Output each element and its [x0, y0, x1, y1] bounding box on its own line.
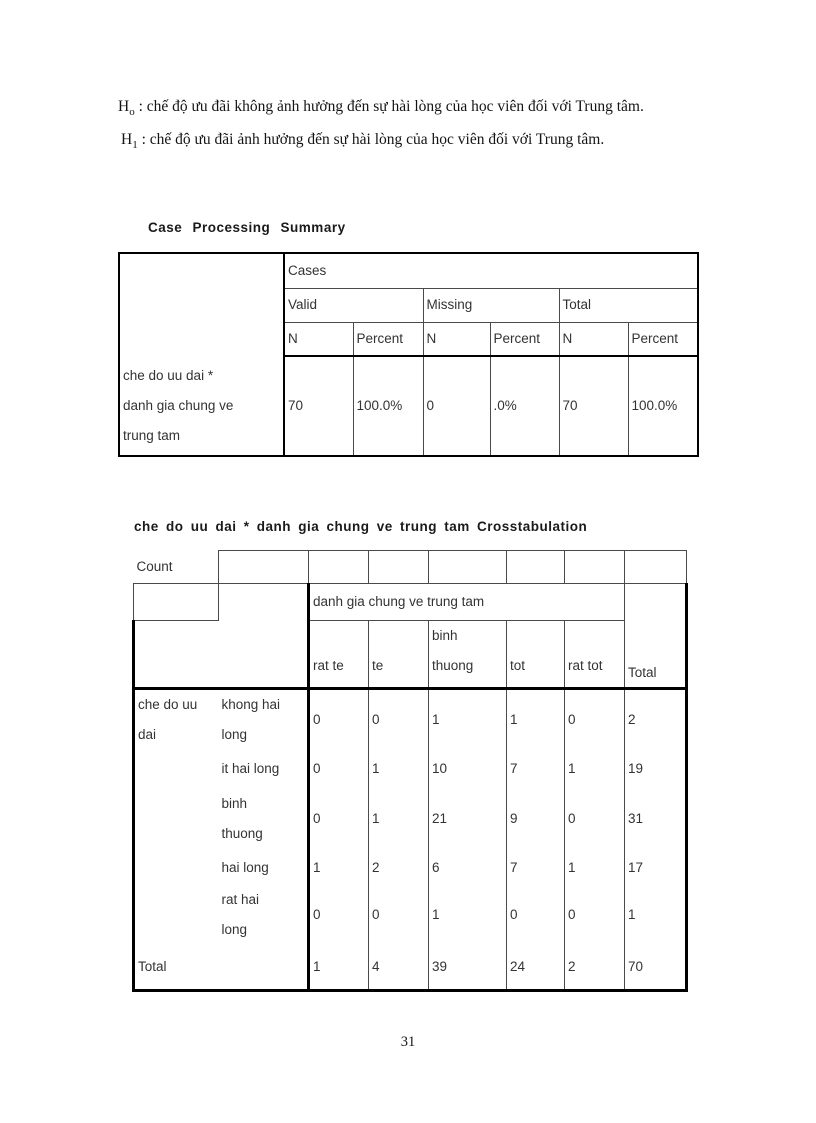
h1-subscript: 1 — [132, 139, 138, 152]
cases-header: Cases — [284, 252, 700, 289]
missing-header: Missing — [423, 288, 560, 323]
percent-header: Percent — [628, 322, 700, 357]
empty-stub-area — [132, 620, 309, 690]
crosstab-value-cell: 0 — [564, 787, 625, 850]
stub-empty-cell — [118, 252, 285, 356]
empty-cell — [564, 550, 625, 584]
total-column-header: Total — [624, 583, 688, 690]
col-header-rat-tot: rat tot — [564, 620, 625, 690]
row-label-it-hai-long: it hai long — [218, 750, 310, 787]
h1-symbol: H — [121, 131, 133, 148]
crosstab-value-cell: 7 — [506, 850, 565, 885]
empty-cell — [506, 550, 565, 584]
empty-cell — [218, 550, 309, 584]
crosstab-total-value-cell: 1 — [624, 885, 688, 945]
row-label-khong-hai-long: khong hai long — [218, 688, 310, 750]
h1-text: : chế độ ưu đãi ảnh hưởng đến sự hài lòn… — [137, 131, 605, 148]
n-header: N — [284, 322, 354, 357]
empty-cell — [428, 550, 507, 584]
percent-header: Percent — [490, 322, 560, 357]
crosstab-grand-total-cell: 70 — [624, 945, 688, 992]
empty-cell — [624, 550, 687, 584]
column-group-header: danh gia chung ve trung tam — [307, 583, 625, 621]
crosstab-value-cell: 1 — [564, 750, 625, 787]
hypothesis-h0: Ho : chế độ ưu đãi không ảnh hưởng đến s… — [118, 90, 688, 123]
crosstab-value-cell: 2 — [368, 850, 429, 885]
crosstab-value-cell: 6 — [428, 850, 507, 885]
total-header: Total — [559, 288, 700, 323]
crosstab-total-value-cell: 39 — [428, 945, 507, 992]
crosstab-table: Count danh gia chung ve trung tam Total … — [132, 550, 688, 992]
crosstab-title: che do uu dai * danh gia chung ve trung … — [134, 519, 588, 534]
crosstab-value-cell: 1 — [428, 688, 507, 750]
h0-subscript: o — [129, 106, 135, 119]
hypotheses-paragraph: Ho : chế độ ưu đãi không ảnh hưởng đến s… — [118, 90, 688, 156]
crosstab-total-value-cell: 4 — [368, 945, 429, 992]
crosstab-total-value-cell: 31 — [624, 787, 688, 850]
case-processing-title: Case Processing Summary — [148, 220, 346, 235]
valid-n-value: 70 — [284, 356, 354, 457]
col-header-tot: tot — [506, 620, 565, 690]
percent-header: Percent — [353, 322, 424, 357]
crosstab-value-cell: 0 — [368, 688, 429, 750]
crosstab-value-cell: 0 — [308, 750, 369, 787]
row-label-rat-hai-long: rat hai long — [218, 885, 310, 945]
n-header: N — [423, 322, 491, 357]
crosstab-value-cell: 0 — [564, 688, 625, 750]
hypothesis-h1: H1 : chế độ ưu đãi ảnh hưởng đến sự hài … — [118, 123, 688, 156]
crosstab-value-cell: 0 — [308, 688, 369, 750]
row-group-label: che do uu dai — [132, 688, 219, 945]
crosstab-value-cell: 0 — [506, 885, 565, 945]
crosstab-total-value-cell: 1 — [308, 945, 369, 992]
h0-text: : chế độ ưu đãi không ảnh hưởng đến sự h… — [134, 98, 644, 115]
crosstab-value-cell: 1 — [506, 688, 565, 750]
row-label: che do uu dai * danh gia chung ve trung … — [118, 356, 285, 457]
crosstab-total-value-cell: 2 — [624, 688, 688, 750]
empty-cell — [308, 550, 369, 584]
row-label-hai-long: hai long — [218, 850, 310, 885]
crosstab-value-cell: 1 — [368, 750, 429, 787]
row-label-binh-thuong: binh thuong — [218, 787, 310, 850]
crosstab-value-cell: 1 — [308, 850, 369, 885]
col-header-binh-thuong: binh thuong — [428, 620, 507, 690]
valid-percent-value: 100.0% — [353, 356, 424, 457]
crosstab-total-value-cell: 24 — [506, 945, 565, 992]
empty-cell — [368, 550, 429, 584]
total-n-value: 70 — [559, 356, 629, 457]
crosstab-total-value-cell: 17 — [624, 850, 688, 885]
valid-header: Valid — [284, 288, 424, 323]
crosstab-value-cell: 1 — [564, 850, 625, 885]
missing-n-value: 0 — [423, 356, 491, 457]
total-percent-value: 100.0% — [628, 356, 700, 457]
total-row-label: Total — [132, 945, 310, 992]
col-header-te: te — [368, 620, 429, 690]
empty-stub-box — [133, 583, 219, 621]
crosstab-total-value-cell: 19 — [624, 750, 688, 787]
n-header: N — [559, 322, 629, 357]
case-processing-table: Cases Valid Missing Total N Percent N Pe… — [118, 252, 700, 457]
crosstab-value-cell: 21 — [428, 787, 507, 850]
crosstab-value-cell: 9 — [506, 787, 565, 850]
crosstab-total-value-cell: 2 — [564, 945, 625, 992]
crosstab-value-cell: 10 — [428, 750, 507, 787]
crosstab-value-cell: 0 — [368, 885, 429, 945]
col-header-rat-te: rat te — [307, 620, 369, 690]
crosstab-value-cell: 1 — [368, 787, 429, 850]
row-label-text: che do uu dai * danh gia chung ve trung … — [123, 367, 234, 443]
crosstab-value-cell: 7 — [506, 750, 565, 787]
crosstab-value-cell: 0 — [308, 787, 369, 850]
count-label-cell: Count — [133, 550, 219, 584]
h0-symbol: H — [118, 98, 130, 115]
page-number: 31 — [400, 1034, 416, 1050]
empty-cell — [219, 584, 309, 621]
crosstab-value-cell: 0 — [308, 885, 369, 945]
missing-percent-value: .0% — [490, 356, 560, 457]
crosstab-value-cell: 0 — [564, 885, 625, 945]
crosstab-value-cell: 1 — [428, 885, 507, 945]
